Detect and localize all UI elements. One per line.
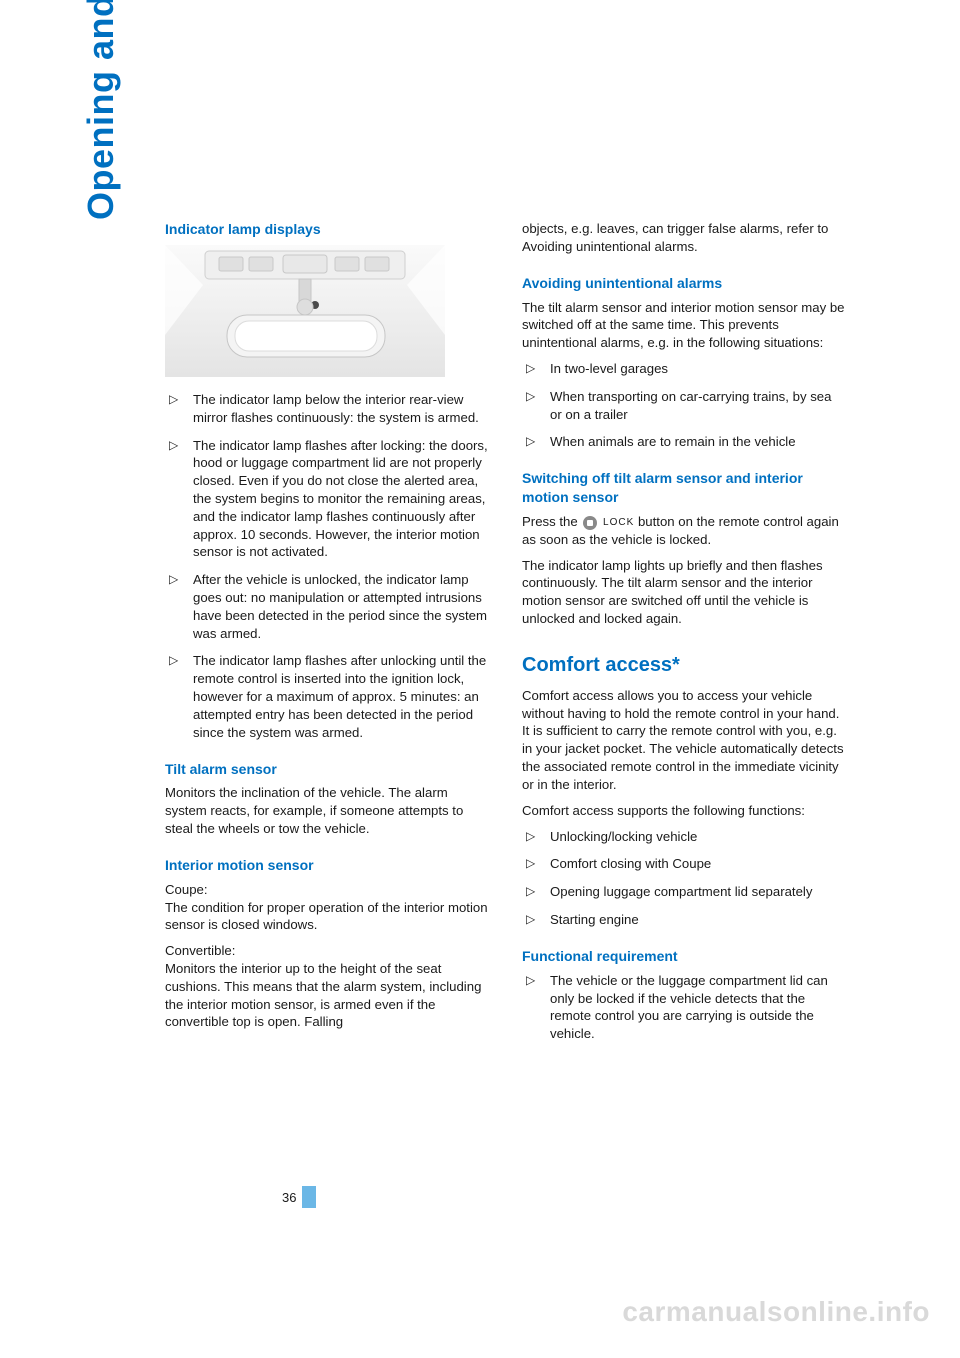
lock-label: LOCK (603, 517, 634, 528)
body-text: Monitors the inclination of the vehicle.… (165, 784, 488, 837)
heading-functional-req: Functional requirement (522, 947, 845, 966)
heading-indicator-lamp: Indicator lamp displays (165, 220, 488, 239)
list-item: Unlocking/locking vehicle (522, 828, 845, 846)
body-span: Monitors the interior up to the height o… (165, 961, 481, 1029)
body-text: Comfort access allows you to access your… (522, 687, 845, 794)
list-item: The vehicle or the luggage compartment l… (522, 972, 845, 1043)
heading-avoiding-alarms: Avoiding unintentional alarms (522, 274, 845, 293)
functional-req-list: The vehicle or the luggage compartment l… (522, 972, 845, 1043)
list-item: The indicator lamp below the interior re… (165, 391, 488, 427)
indicator-lamp-list: The indicator lamp below the interior re… (165, 391, 488, 742)
watermark: carmanualsonline.info (622, 1296, 930, 1328)
list-item: After the vehicle is unlocked, the indic… (165, 571, 488, 642)
body-text: Coupe: The condition for proper operatio… (165, 881, 488, 934)
avoiding-alarms-list: In two-level garages When transporting o… (522, 360, 845, 451)
list-item: Opening luggage compartment lid separate… (522, 883, 845, 901)
column-right: objects, e.g. leaves, can trigger false … (522, 220, 845, 1053)
comfort-access-list: Unlocking/locking vehicle Comfort closin… (522, 828, 845, 929)
label-coupe: Coupe: (165, 882, 208, 897)
page-number-block: 36 (282, 1186, 316, 1208)
body-text: The indicator lamp lights up briefly and… (522, 557, 845, 628)
heading-switching-off: Switching off tilt alarm sensor and inte… (522, 469, 845, 507)
body-span: The condition for proper operation of th… (165, 900, 488, 933)
body-text: Comfort access supports the following fu… (522, 802, 845, 820)
list-item: In two-level garages (522, 360, 845, 378)
list-item: Starting engine (522, 911, 845, 929)
mirror-illustration (165, 245, 445, 377)
body-span: Press the (522, 514, 581, 529)
list-item: When transporting on car-carrying trains… (522, 388, 845, 424)
heading-comfort-access: Comfort access* (522, 652, 845, 679)
list-item: When animals are to remain in the vehicl… (522, 433, 845, 451)
page: Opening and closing Indicator lamp displ… (0, 0, 960, 1358)
column-left: Indicator lamp displays (165, 220, 488, 1053)
lock-icon (583, 516, 597, 530)
body-text: Convertible: Monitors the interior up to… (165, 942, 488, 1031)
section-tab-label: Opening and closing (80, 0, 122, 220)
label-convertible: Convertible: (165, 943, 235, 958)
content-columns: Indicator lamp displays (165, 220, 845, 1053)
body-text: objects, e.g. leaves, can trigger false … (522, 220, 845, 256)
heading-tilt-alarm: Tilt alarm sensor (165, 760, 488, 779)
body-text: Press the LOCK button on the remote cont… (522, 513, 845, 549)
list-item: Comfort closing with Coupe (522, 855, 845, 873)
page-number: 36 (282, 1190, 296, 1205)
heading-interior-motion: Interior motion sensor (165, 856, 488, 875)
list-item: The indicator lamp flashes after unlocki… (165, 652, 488, 741)
figure-mirror (165, 245, 445, 377)
page-number-bar (302, 1186, 316, 1208)
body-text: The tilt alarm sensor and interior motio… (522, 299, 845, 352)
list-item: The indicator lamp flashes after locking… (165, 437, 488, 562)
